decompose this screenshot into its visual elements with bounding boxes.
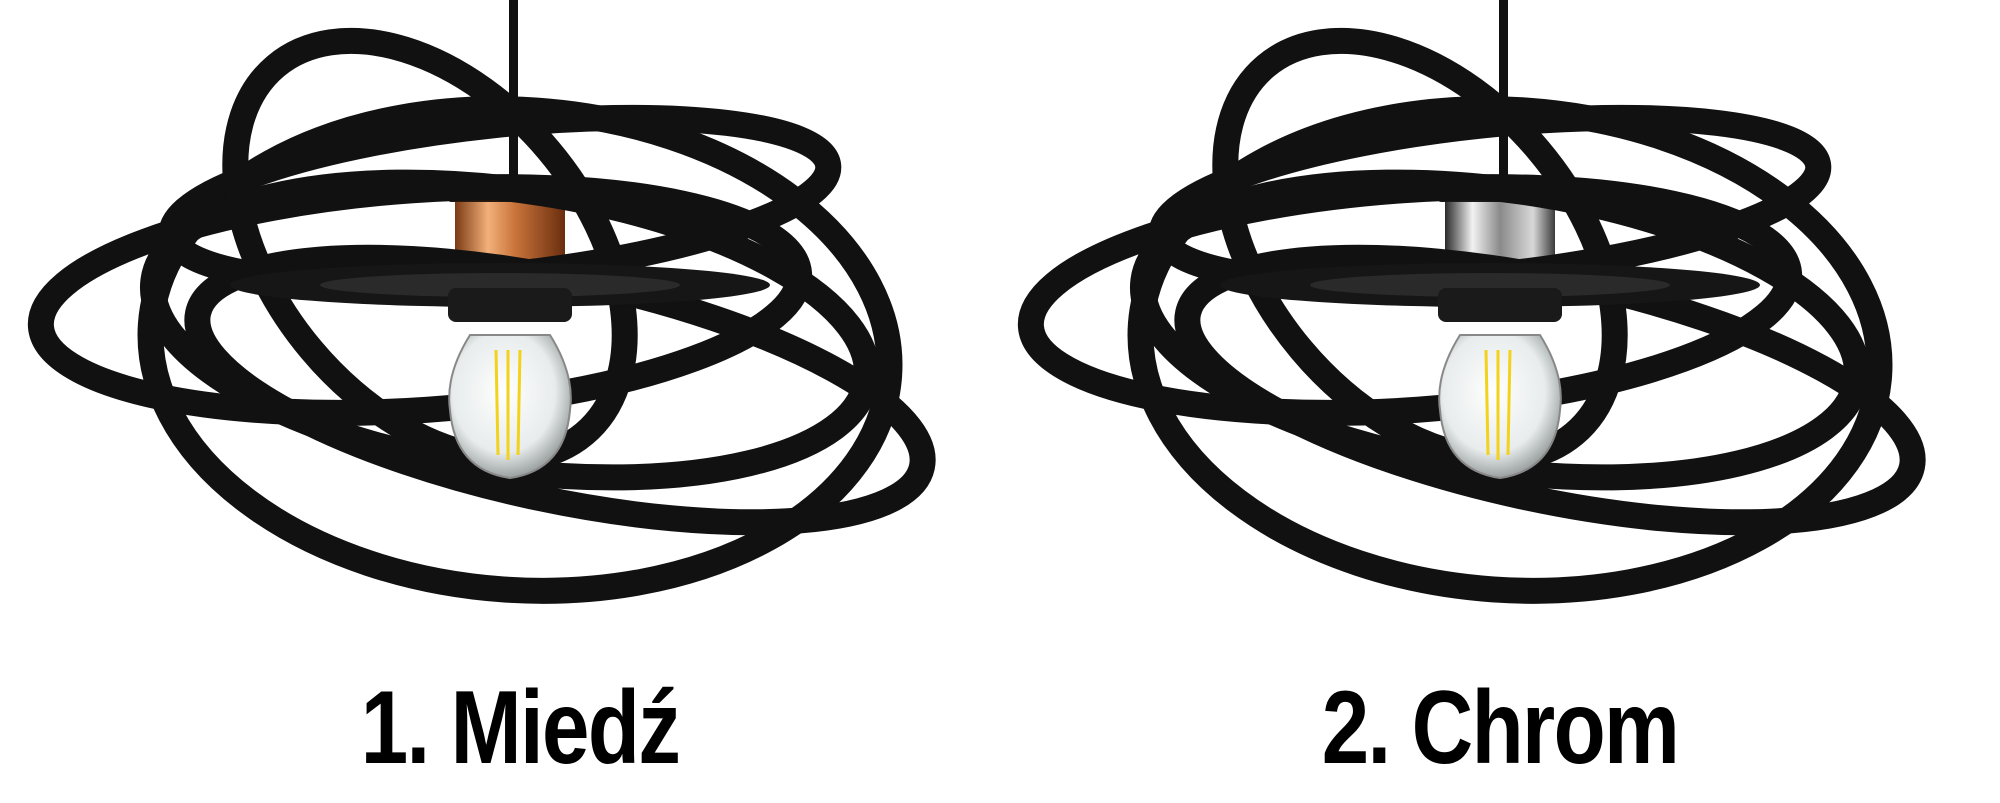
variant-label: 1. Miedź bbox=[360, 670, 681, 786]
cord bbox=[1499, 0, 1508, 175]
variant-label: 2. Chrom bbox=[1321, 670, 1680, 786]
lamp-variant-copper: 1. Miedź bbox=[27, 0, 936, 786]
metal-rings bbox=[27, 27, 936, 604]
chrome-pendant-lamp-image bbox=[1017, 0, 1926, 604]
cord bbox=[509, 0, 518, 175]
light-bulb bbox=[1438, 334, 1562, 480]
copper-pendant-lamp-image bbox=[27, 0, 936, 604]
light-bulb bbox=[448, 334, 572, 480]
lamp-variant-chrome: 2. Chrom bbox=[1000, 0, 2000, 803]
